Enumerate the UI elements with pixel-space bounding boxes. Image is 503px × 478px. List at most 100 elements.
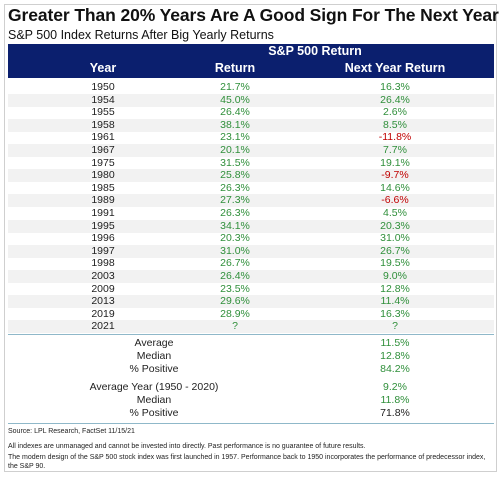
table-row: 1958 38.1% 8.5% [8, 118, 494, 132]
stat-label: Median [136, 394, 172, 406]
cell-next-year-return: -11.8% [378, 131, 412, 144]
cell-return: 31.0% [220, 244, 250, 257]
cell-return: 20.3% [220, 232, 250, 245]
page-title: Greater Than 20% Years Are A Good Sign F… [8, 5, 499, 25]
source-note: Source: LPL Research, FactSet 11/15/21 [8, 428, 135, 435]
table-row: 1996 20.3% 31.0% [8, 232, 494, 245]
table-row: 2013 29.6% 11.4% [8, 295, 494, 309]
cell-year: 1975 [91, 156, 115, 169]
stat-value: 11.5% [380, 337, 410, 349]
cell-next-year-return: 26.4% [380, 93, 410, 106]
stat-value: 84.2% [380, 363, 410, 375]
cell-next-year-return: -6.6% [381, 194, 409, 207]
cell-year: 2009 [91, 282, 115, 295]
figure-frame [4, 4, 497, 472]
page-subtitle: S&P 500 Index Returns After Big Yearly R… [8, 28, 274, 42]
cell-next-year-return: 16.3% [380, 307, 410, 320]
cell-next-year-return: 19.1% [380, 156, 410, 169]
cell-next-year-return: 11.4% [380, 295, 410, 308]
cell-year: 1991 [91, 207, 115, 219]
cell-year: 1989 [91, 194, 115, 207]
header-year: Year [89, 61, 117, 75]
cell-year: 1980 [91, 169, 115, 182]
cell-return: 23.5% [220, 282, 250, 295]
cell-return: 23.1% [220, 131, 250, 144]
cell-year: 1995 [91, 219, 115, 232]
cell-next-year-return: ? [392, 320, 398, 333]
cell-return: 25.8% [220, 169, 250, 182]
cell-return: ? [232, 320, 238, 333]
cell-return: 21.7% [220, 81, 250, 93]
cell-return: 26.4% [220, 106, 250, 119]
cell-year: 1958 [91, 118, 115, 131]
cell-return: 26.3% [220, 181, 250, 194]
stat-row: Median 11.8% [8, 394, 494, 407]
cell-year: 1985 [91, 181, 115, 194]
cell-next-year-return: 2.6% [383, 106, 407, 119]
cell-year: 2013 [91, 295, 115, 308]
table-row: 1955 26.4% 2.6% [8, 106, 494, 119]
cell-return: 26.4% [220, 270, 250, 282]
stat-label: Median [136, 350, 172, 362]
stat-row: Average 11.5% [8, 337, 494, 350]
table-header-row: Year Return Next Year Return [8, 60, 494, 78]
cell-next-year-return: 9.0% [383, 270, 407, 282]
stat-value: 9.2% [383, 381, 407, 393]
cell-return: 34.1% [220, 219, 250, 232]
stat-row: Average Year (1950 - 2020) 9.2% [8, 381, 494, 394]
cell-next-year-return: 31.0% [380, 232, 410, 245]
table-separator [8, 334, 494, 335]
cell-next-year-return: 19.5% [380, 257, 410, 270]
table-row: 1954 45.0% 26.4% [8, 93, 494, 107]
cell-year: 2021 [91, 320, 115, 333]
stat-row: % Positive 84.2% [8, 363, 494, 376]
cell-return: 45.0% [220, 93, 250, 106]
cell-year: 1950 [91, 81, 115, 93]
cell-return: 28.9% [220, 307, 250, 320]
cell-return: 31.5% [220, 156, 250, 169]
cell-return: 20.1% [220, 144, 250, 156]
header-group-label: S&P 500 Return [268, 44, 362, 58]
cell-return: 38.1% [220, 118, 250, 131]
table-row: 1997 31.0% 26.7% [8, 244, 494, 258]
cell-year: 1996 [91, 232, 115, 245]
cell-next-year-return: 8.5% [383, 118, 407, 131]
stat-value: 11.8% [380, 394, 410, 406]
table-row: 1985 26.3% 14.6% [8, 182, 494, 195]
stat-label: Average Year (1950 - 2020) [89, 381, 219, 393]
cell-year: 1954 [91, 93, 115, 106]
table-row: 1989 27.3% -6.6% [8, 194, 494, 208]
cell-year: 1997 [91, 244, 115, 257]
cell-year: 2019 [91, 307, 115, 320]
stat-label: % Positive [129, 363, 179, 375]
footnote-separator [8, 423, 494, 424]
stat-label: % Positive [129, 407, 179, 419]
table-row: 2009 23.5% 12.8% [8, 283, 494, 296]
cell-year: 1955 [91, 106, 115, 119]
stat-row: Median 12.8% [8, 350, 494, 363]
table-row: 2003 26.4% 9.0% [8, 270, 494, 283]
stat-label: Average [134, 337, 174, 349]
stat-value: 12.8% [380, 350, 410, 362]
cell-next-year-return: 20.3% [380, 219, 410, 232]
cell-year: 1961 [91, 131, 115, 144]
cell-next-year-return: 16.3% [380, 81, 410, 93]
stat-value: 71.8% [380, 407, 410, 419]
table-header-group-row: S&P 500 Return [8, 44, 494, 60]
cell-year: 1998 [91, 257, 115, 270]
table-row: 1991 26.3% 4.5% [8, 207, 494, 220]
table-row: 2019 28.9% 16.3% [8, 308, 494, 321]
cell-next-year-return: 26.7% [380, 244, 410, 257]
table-row: 1980 25.8% -9.7% [8, 169, 494, 183]
cell-return: 27.3% [220, 194, 250, 207]
table-row: 2021?? [8, 320, 494, 334]
table-row: 1967 20.1% 7.7% [8, 144, 494, 157]
cell-next-year-return: 4.5% [383, 207, 407, 219]
cell-year: 1967 [91, 144, 115, 156]
cell-next-year-return: -9.7% [381, 169, 409, 182]
cell-return: 29.6% [220, 295, 250, 308]
index-design-note: The modern design of the S&P 500 stock i… [8, 454, 486, 470]
table-row: 1975 31.5% 19.1% [8, 157, 494, 170]
table-row: 1998 26.7% 19.5% [8, 257, 494, 270]
cell-year: 2003 [91, 270, 115, 282]
